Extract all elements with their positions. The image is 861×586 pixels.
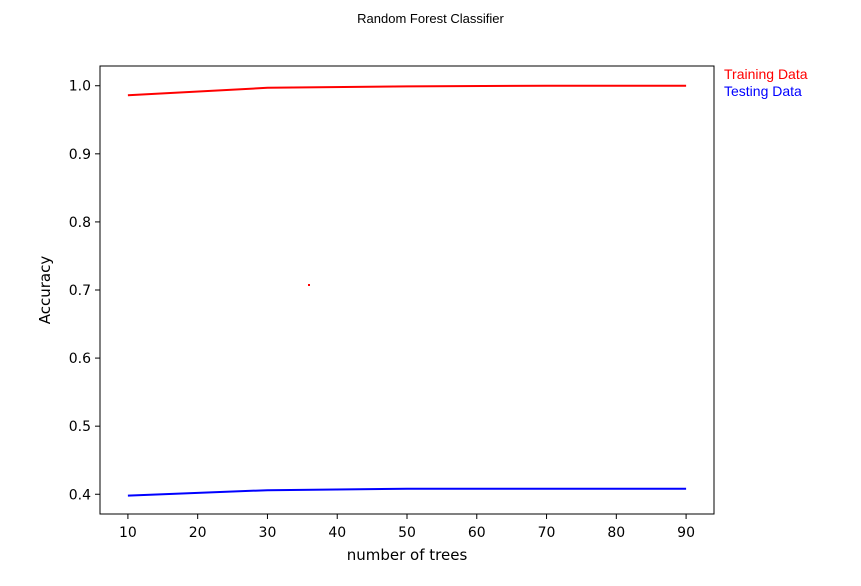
x-axis: 10 20 30 40 50 60 70 80 90 xyxy=(119,514,695,541)
y-axis: 0.4 0.5 0.6 0.7 0.8 0.9 1.0 xyxy=(69,79,100,503)
y-tick-label: 0.7 xyxy=(69,283,91,299)
plot-frame xyxy=(99,65,715,515)
legend-entry-training: Training Data xyxy=(724,66,808,82)
x-tick-label: 10 xyxy=(119,525,137,541)
x-tick-label: 40 xyxy=(328,525,346,541)
y-tick-label: 0.9 xyxy=(69,147,91,163)
series-layer xyxy=(127,84,687,497)
x-tick-label: 70 xyxy=(538,525,556,541)
y-axis-label: Accuracy xyxy=(36,256,54,325)
legend-entry-testing: Testing Data xyxy=(724,83,802,99)
x-tick-label: 60 xyxy=(468,525,486,541)
y-tick-label: 0.5 xyxy=(69,419,91,435)
stray-dot xyxy=(308,284,310,286)
x-tick-label: 20 xyxy=(189,525,207,541)
x-axis-label: number of trees xyxy=(347,546,468,564)
chart-title: Random Forest Classifier xyxy=(357,11,504,26)
legend: Training Data Testing Data xyxy=(724,66,808,100)
y-tick-label: 0.4 xyxy=(69,487,91,503)
y-tick-label: 1.0 xyxy=(69,79,91,95)
x-tick-label: 80 xyxy=(607,525,625,541)
series-line-testing xyxy=(127,487,687,497)
x-tick-label: 30 xyxy=(259,525,277,541)
x-tick-label: 50 xyxy=(398,525,416,541)
series-line-training xyxy=(127,84,687,97)
x-tick-label: 90 xyxy=(677,525,695,541)
y-tick-label: 0.6 xyxy=(69,351,91,367)
y-tick-label: 0.8 xyxy=(69,215,91,231)
